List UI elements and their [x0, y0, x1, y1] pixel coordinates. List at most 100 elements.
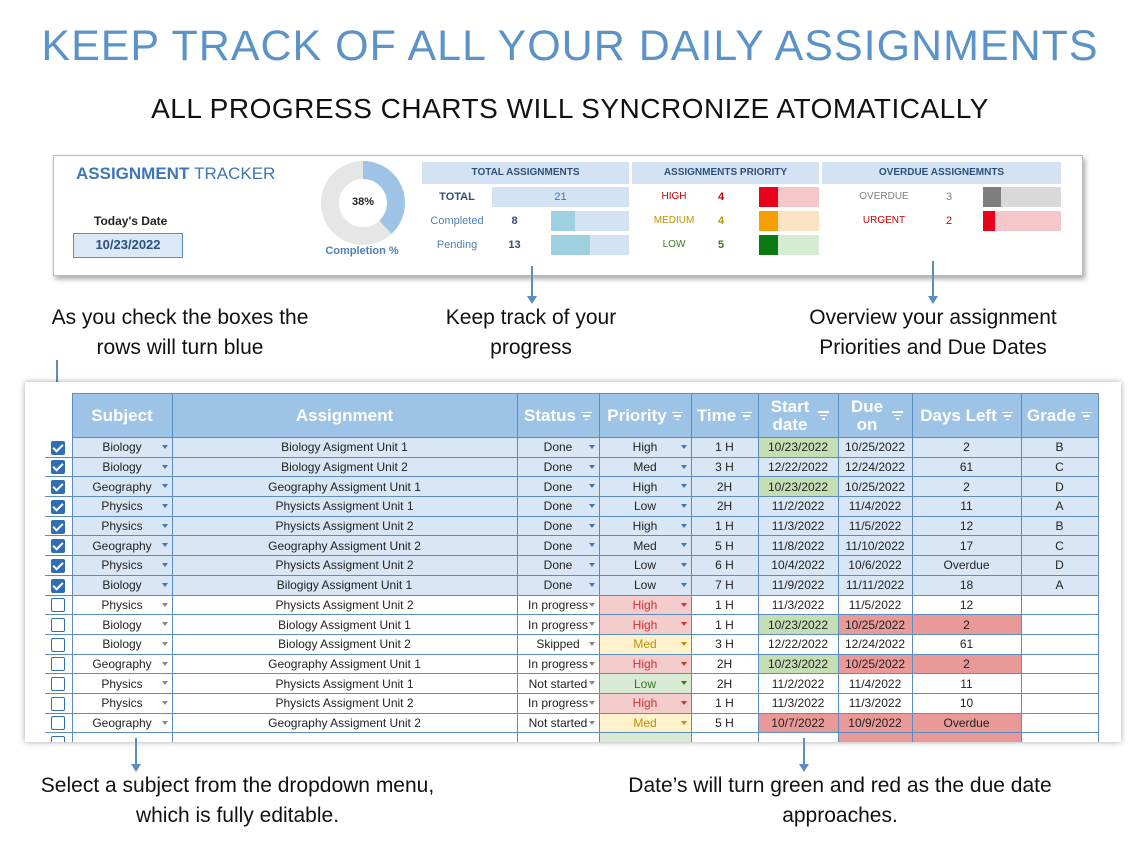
- assignment-cell[interactable]: Physicts Assigment Unit 2: [172, 595, 518, 616]
- checkbox-icon[interactable]: [51, 558, 66, 573]
- subject-cell[interactable]: Physics: [72, 555, 173, 576]
- grade-cell[interactable]: B: [1021, 437, 1099, 458]
- checkbox-icon[interactable]: [51, 598, 66, 613]
- start-date-cell[interactable]: 10/7/2022: [758, 713, 839, 734]
- time-cell[interactable]: 1 H: [691, 437, 759, 458]
- priority-cell[interactable]: Med: [599, 713, 692, 734]
- row-checkbox-cell[interactable]: [45, 693, 73, 714]
- start-date-cell[interactable]: 12/22/2022: [758, 634, 839, 655]
- status-cell[interactable]: Skipped: [517, 634, 600, 655]
- table-row[interactable]: Biology Bilogigy Assigment Unit 1 Done L…: [45, 575, 1099, 596]
- row-checkbox-cell[interactable]: [45, 496, 73, 517]
- checkbox-icon[interactable]: [51, 637, 66, 652]
- dropdown-arrow-icon[interactable]: [588, 641, 595, 646]
- dropdown-arrow-icon[interactable]: [588, 523, 595, 528]
- dropdown-arrow-icon[interactable]: [588, 484, 595, 489]
- subject-cell[interactable]: Biology: [72, 575, 173, 596]
- dropdown-arrow-icon[interactable]: [161, 582, 168, 587]
- row-checkbox-cell[interactable]: [45, 614, 73, 635]
- status-cell[interactable]: Done: [517, 437, 600, 458]
- status-cell[interactable]: [517, 732, 600, 742]
- filter-icon[interactable]: [671, 411, 683, 421]
- subject-cell[interactable]: [72, 732, 173, 742]
- dropdown-arrow-icon[interactable]: [680, 641, 687, 646]
- due-date-cell[interactable]: 11/4/2022: [838, 496, 913, 517]
- assignment-cell[interactable]: Physicts Assigment Unit 1: [172, 496, 518, 517]
- dropdown-arrow-icon[interactable]: [161, 641, 168, 646]
- start-date-cell[interactable]: 11/3/2022: [758, 516, 839, 537]
- dropdown-arrow-icon[interactable]: [161, 622, 168, 627]
- table-row[interactable]: [45, 732, 1099, 742]
- assignment-cell[interactable]: Geography Assigment Unit 2: [172, 713, 518, 734]
- grade-cell[interactable]: C: [1021, 457, 1099, 478]
- checkbox-icon[interactable]: [51, 480, 66, 495]
- checkbox-icon[interactable]: [51, 716, 66, 731]
- dropdown-arrow-icon[interactable]: [680, 504, 687, 509]
- dropdown-arrow-icon[interactable]: [588, 582, 595, 587]
- due-date-cell[interactable]: 11/3/2022: [838, 693, 913, 714]
- header-status[interactable]: Status: [516, 393, 600, 438]
- table-row[interactable]: Physics Physicts Assigment Unit 1 Not st…: [45, 673, 1099, 694]
- subject-cell[interactable]: Geography: [72, 535, 173, 557]
- status-cell[interactable]: In progress: [517, 654, 600, 675]
- checkbox-icon[interactable]: [51, 519, 66, 534]
- time-cell[interactable]: 7 H: [691, 575, 759, 596]
- status-cell[interactable]: In progress: [517, 595, 600, 616]
- dropdown-arrow-icon[interactable]: [588, 563, 595, 568]
- grade-cell[interactable]: C: [1021, 535, 1099, 557]
- start-date-cell[interactable]: 11/8/2022: [758, 535, 839, 557]
- table-row[interactable]: Biology Biology Asigment Unit 1 Done Hig…: [45, 437, 1099, 458]
- priority-cell[interactable]: Low: [599, 496, 692, 517]
- assignment-cell[interactable]: [172, 732, 518, 742]
- grade-cell[interactable]: [1021, 673, 1099, 694]
- subject-cell[interactable]: Physics: [72, 496, 173, 517]
- start-date-cell[interactable]: [758, 732, 839, 742]
- subject-cell[interactable]: Geography: [72, 476, 173, 498]
- header-days-left[interactable]: Days Left: [911, 393, 1022, 438]
- dropdown-arrow-icon[interactable]: [161, 445, 168, 449]
- status-cell[interactable]: Done: [517, 476, 600, 498]
- filter-icon[interactable]: [741, 411, 753, 421]
- header-subject[interactable]: Subject: [71, 393, 173, 438]
- status-cell[interactable]: Done: [517, 555, 600, 576]
- filter-icon[interactable]: [1001, 411, 1013, 421]
- subject-cell[interactable]: Physics: [72, 673, 173, 694]
- status-cell[interactable]: Done: [517, 575, 600, 596]
- dropdown-arrow-icon[interactable]: [588, 720, 595, 725]
- status-cell[interactable]: Not started: [517, 673, 600, 694]
- table-row[interactable]: Biology Biology Assigment Unit 1 In prog…: [45, 614, 1099, 635]
- table-row[interactable]: Geography Geography Assigment Unit 2 Don…: [45, 535, 1099, 557]
- dropdown-arrow-icon[interactable]: [588, 445, 595, 449]
- dropdown-arrow-icon[interactable]: [588, 543, 595, 548]
- dropdown-arrow-icon[interactable]: [588, 622, 595, 627]
- assignment-cell[interactable]: Biology Assigment Unit 2: [172, 634, 518, 655]
- grade-cell[interactable]: D: [1021, 555, 1099, 576]
- grade-cell[interactable]: B: [1021, 516, 1099, 537]
- grade-cell[interactable]: [1021, 713, 1099, 734]
- time-cell[interactable]: 2H: [691, 496, 759, 517]
- time-cell[interactable]: 1 H: [691, 595, 759, 616]
- todays-date-field[interactable]: 10/23/2022: [73, 233, 183, 258]
- dropdown-arrow-icon[interactable]: [588, 661, 595, 666]
- dropdown-arrow-icon[interactable]: [161, 661, 168, 666]
- assignment-cell[interactable]: Bilogigy Assigment Unit 1: [172, 575, 518, 596]
- dropdown-arrow-icon[interactable]: [161, 543, 168, 548]
- checkbox-icon[interactable]: [51, 578, 66, 593]
- row-checkbox-cell[interactable]: [45, 673, 73, 694]
- checkbox-icon[interactable]: [51, 617, 66, 632]
- checkbox-icon[interactable]: [51, 736, 66, 742]
- dropdown-arrow-icon[interactable]: [161, 464, 168, 469]
- start-date-cell[interactable]: 10/23/2022: [758, 654, 839, 675]
- subject-cell[interactable]: Physics: [72, 516, 173, 537]
- dropdown-arrow-icon[interactable]: [680, 445, 687, 449]
- subject-cell[interactable]: Physics: [72, 693, 173, 714]
- time-cell[interactable]: 5 H: [691, 535, 759, 557]
- status-cell[interactable]: Done: [517, 535, 600, 557]
- dropdown-arrow-icon[interactable]: [588, 681, 595, 686]
- time-cell[interactable]: 1 H: [691, 516, 759, 537]
- assignment-cell[interactable]: Geography Assigment Unit 1: [172, 654, 518, 675]
- start-date-cell[interactable]: 10/23/2022: [758, 476, 839, 498]
- due-date-cell[interactable]: 11/10/2022: [838, 535, 913, 557]
- priority-cell[interactable]: High: [599, 693, 692, 714]
- priority-cell[interactable]: High: [599, 654, 692, 675]
